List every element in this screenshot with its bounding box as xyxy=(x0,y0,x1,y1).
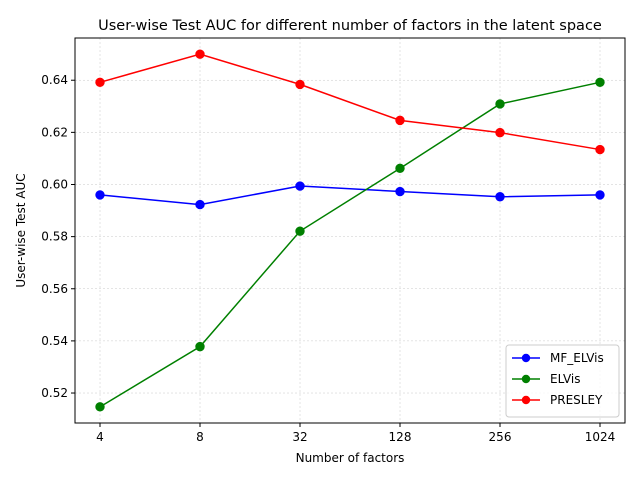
chart-title: User-wise Test AUC for different number … xyxy=(98,18,602,34)
legend-marker-elvis xyxy=(521,374,531,384)
data-point-mf-elvis xyxy=(495,192,505,202)
x-tick-label: 1024 xyxy=(585,430,616,444)
data-point-mf-elvis xyxy=(95,190,105,200)
data-point-presley xyxy=(295,79,305,90)
y-tick-label: 0.64 xyxy=(41,73,68,87)
data-point-mf-elvis xyxy=(395,186,405,197)
data-point-mf-elvis xyxy=(195,199,205,210)
series-line-presley xyxy=(99,53,601,151)
y-tick-label: 0.54 xyxy=(41,334,68,348)
y-axis-ticks: 0.52 0.54 0.56 0.58 0.60 0.62 0.64 xyxy=(41,73,75,400)
data-point-elvis xyxy=(595,77,605,88)
data-point-presley xyxy=(95,77,105,88)
data-point-mf-elvis xyxy=(295,181,305,191)
legend-label-elvis: ELVis xyxy=(550,372,580,386)
data-point-elvis xyxy=(195,341,205,352)
y-tick-label: 0.56 xyxy=(41,282,68,296)
legend-label-mf-elvis: MF_ELVis xyxy=(550,351,604,365)
series-line-elvis xyxy=(99,81,601,408)
legend-box xyxy=(505,344,620,418)
data-point-elvis xyxy=(395,163,405,174)
y-tick-label: 0.60 xyxy=(41,177,68,191)
y-axis-label: User-wise Test AUC xyxy=(14,173,28,287)
data-point-presley xyxy=(495,127,505,138)
x-tick-label: 256 xyxy=(489,430,512,444)
legend: MF_ELVis ELVis PRESLEY xyxy=(505,344,620,418)
data-point-presley xyxy=(395,115,405,126)
data-point-mf-elvis xyxy=(595,190,605,200)
legend-marker-mf-elvis xyxy=(521,353,531,363)
data-point-elvis xyxy=(295,226,305,236)
legend-marker-presley xyxy=(521,395,531,405)
plot-frame xyxy=(74,37,626,424)
series-line-mf-elvis xyxy=(99,185,601,206)
x-axis-label: Number of factors xyxy=(296,451,405,465)
data-point-elvis xyxy=(495,99,505,109)
x-tick-label: 4 xyxy=(96,430,104,444)
data-point-presley xyxy=(595,144,605,155)
legend-label-presley: PRESLEY xyxy=(550,393,603,407)
series-lines xyxy=(95,49,605,412)
y-tick-label: 0.58 xyxy=(41,230,68,244)
x-tick-label: 128 xyxy=(389,430,412,444)
data-point-presley xyxy=(195,49,205,59)
y-tick-label: 0.62 xyxy=(41,125,68,139)
data-point-elvis xyxy=(95,402,105,412)
x-tick-label: 8 xyxy=(196,430,204,444)
x-axis-ticks: 4 8 32 128 256 1024 xyxy=(96,423,615,444)
y-tick-label: 0.52 xyxy=(41,386,68,400)
x-tick-label: 32 xyxy=(292,430,307,444)
